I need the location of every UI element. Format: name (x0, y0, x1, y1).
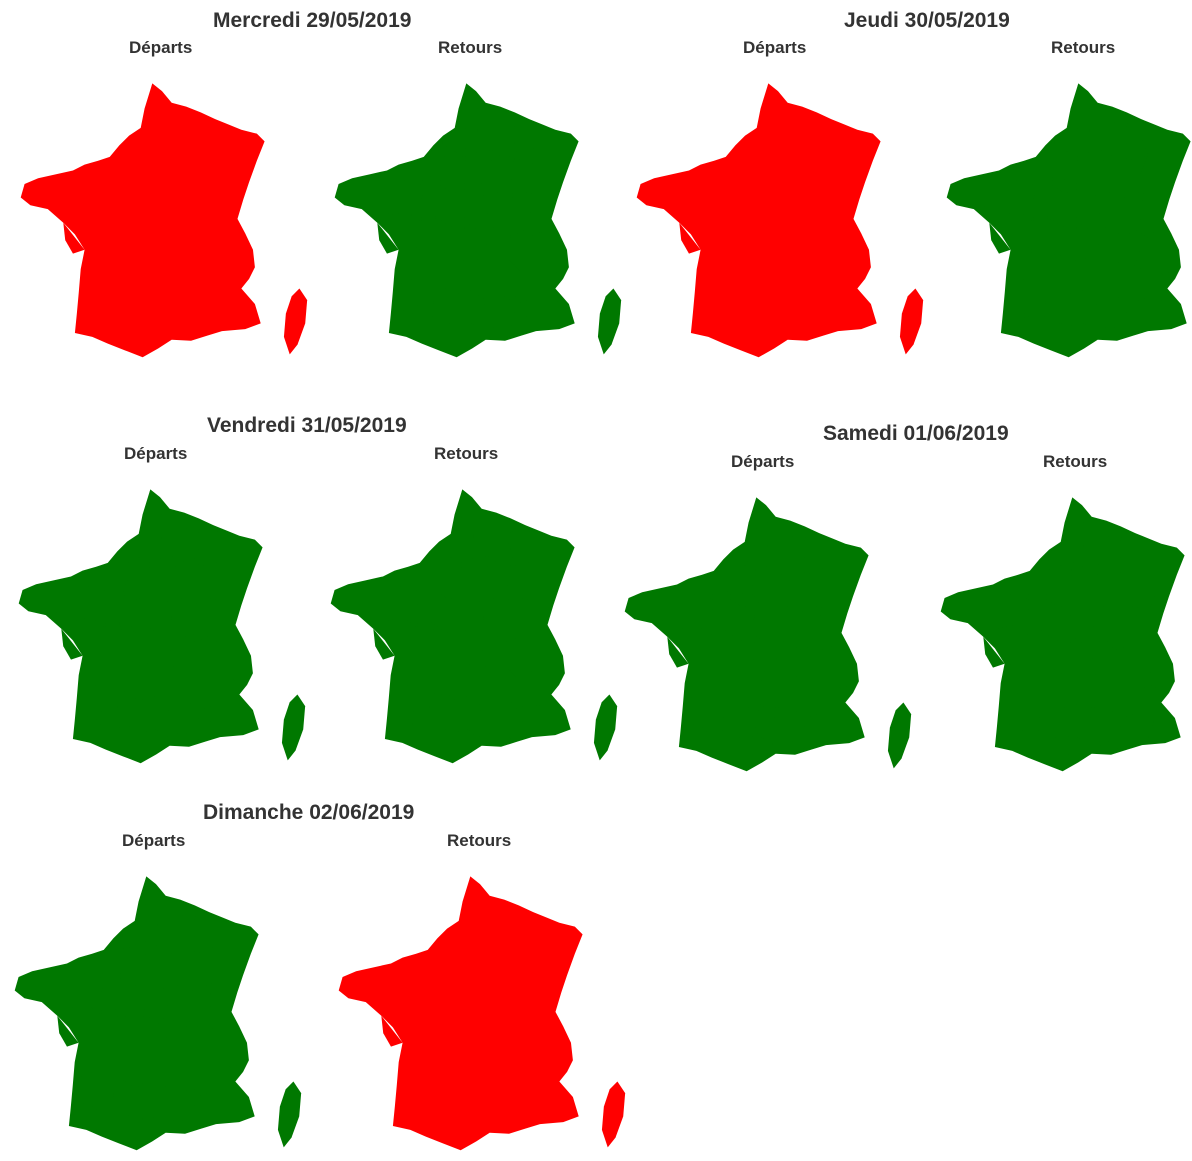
retours-panel: Retours (330, 831, 630, 1161)
france-map (940, 497, 1192, 772)
retours-label: Retours (1051, 38, 1116, 57)
retours-label: Retours (1043, 452, 1108, 471)
retours-panel: Retours (938, 38, 1192, 368)
day-title: Samedi 01/06/2019 (823, 422, 1009, 445)
day-block-2: Jeudi 30/05/2019 Départs Retours (600, 0, 1192, 358)
retours-label: Retours (447, 831, 512, 850)
departs-panel: Départs (6, 831, 306, 1161)
retours-label: Retours (438, 38, 503, 57)
departs-panel: Départs (12, 38, 312, 368)
departs-label: Départs (129, 38, 193, 57)
departs-label: Départs (122, 831, 186, 850)
departs-panel: Départs (10, 444, 310, 774)
france-map (946, 83, 1192, 358)
day-block-3: Vendredi 31/05/2019 Départs Retours (0, 410, 618, 764)
departs-label: Départs (731, 452, 795, 471)
retours-panel: Retours (326, 38, 626, 368)
france-map (18, 489, 306, 764)
day-block-1: Mercredi 29/05/2019 Départs Retours (0, 0, 622, 358)
france-map (636, 83, 924, 358)
retours-label: Retours (434, 444, 499, 463)
france-map (338, 876, 626, 1151)
departs-panel: Départs (628, 38, 928, 368)
retours-panel: Retours (322, 444, 622, 774)
departs-label: Départs (124, 444, 188, 463)
france-map (330, 489, 618, 764)
france-map (624, 497, 912, 772)
day-block-5: Dimanche 02/06/2019 Départs Retours (0, 796, 626, 1151)
day-title: Mercredi 29/05/2019 (213, 9, 412, 32)
retours-panel: Retours (932, 452, 1192, 782)
france-map (334, 83, 622, 358)
france-map (20, 83, 308, 358)
departs-panel: Départs (616, 452, 916, 782)
france-map (14, 876, 302, 1151)
departs-label: Départs (743, 38, 807, 57)
day-block-4: Samedi 01/06/2019 Départs Retours (600, 410, 1192, 772)
day-title: Vendredi 31/05/2019 (207, 414, 407, 437)
day-title: Dimanche 02/06/2019 (203, 801, 415, 824)
day-title: Jeudi 30/05/2019 (844, 9, 1010, 32)
